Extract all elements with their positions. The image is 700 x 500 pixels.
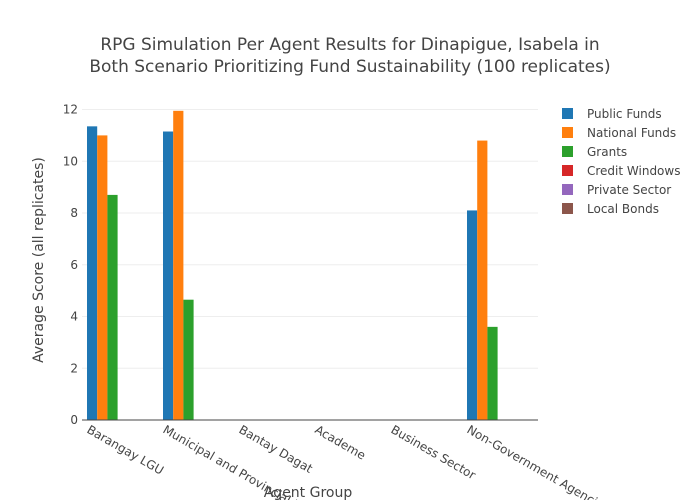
legend-swatch [562, 146, 573, 157]
x-tick-label: Bantay Dagat [237, 422, 316, 475]
y-tick-label: 2 [70, 361, 78, 375]
legend-item[interactable]: Grants [562, 145, 627, 159]
legend-label: Public Funds [587, 107, 662, 121]
legend-label: Local Bonds [587, 202, 659, 216]
legend-swatch [562, 127, 573, 138]
chart-title: RPG Simulation Per Agent Results for Din… [89, 35, 610, 77]
bar [487, 326, 498, 420]
chart-title-line-1: RPG Simulation Per Agent Results for Din… [100, 35, 599, 55]
bar [87, 126, 98, 420]
legend-label: Credit Windows [587, 164, 680, 178]
y-tick-label: 0 [70, 413, 78, 427]
bar [107, 194, 118, 420]
legend: Public Funds National Funds Grants Credit W… [562, 107, 680, 216]
y-tick-label: 8 [70, 206, 78, 220]
bar [163, 131, 174, 420]
legend-swatch [562, 108, 573, 119]
x-tick-label: Non-Government Agencies [465, 422, 612, 500]
bar [97, 135, 108, 420]
x-axis-title: Agent Group [264, 485, 353, 500]
y-tick-label: 6 [70, 258, 78, 272]
legend-item[interactable]: National Funds [562, 126, 676, 140]
legend-swatch [562, 203, 573, 214]
legend-label: Grants [587, 145, 627, 159]
bar [183, 299, 194, 420]
y-tick-label: 12 [63, 103, 78, 117]
x-tick-label: Academe [313, 422, 369, 462]
legend-swatch [562, 165, 573, 176]
y-tick-labels: 0 2 4 6 8 10 12 [63, 103, 78, 427]
legend-item[interactable]: Credit Windows [562, 164, 680, 178]
bar [467, 210, 478, 420]
y-tick-label: 4 [70, 310, 78, 324]
y-tick-label: 10 [63, 154, 78, 168]
y-axis-title: Average Score (all replicates) [31, 157, 47, 363]
bar [173, 110, 184, 421]
legend-label: Private Sector [587, 183, 671, 197]
bars [87, 110, 498, 421]
legend-label: National Funds [587, 126, 676, 140]
legend-swatch [562, 184, 573, 195]
x-tick-label: Business Sector [389, 422, 479, 482]
legend-item[interactable]: Public Funds [562, 107, 662, 121]
legend-item[interactable]: Local Bonds [562, 202, 659, 216]
bar [477, 140, 488, 421]
gridlines [82, 109, 538, 369]
legend-item[interactable]: Private Sector [562, 183, 671, 197]
x-tick-label: Barangay LGU [85, 422, 167, 477]
chart-title-line-2: Both Scenario Prioritizing Fund Sustaina… [89, 57, 610, 77]
